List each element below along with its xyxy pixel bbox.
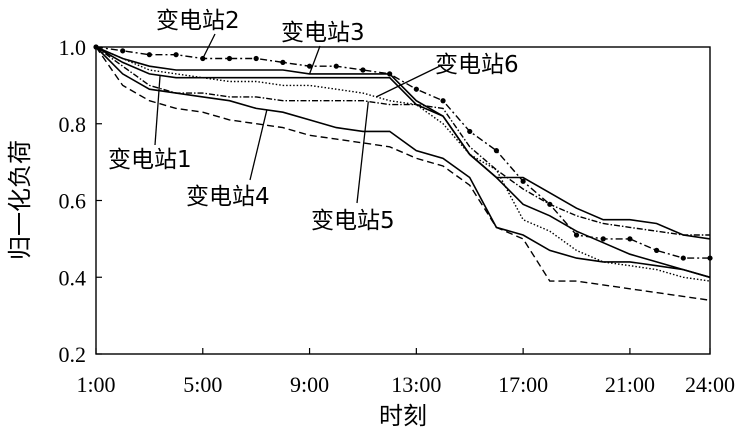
annotation-label: 变电站4	[186, 184, 270, 210]
series-2-marker	[413, 86, 419, 92]
series-layer	[95, 46, 711, 301]
series-2-marker	[440, 98, 446, 104]
series-2-marker	[306, 63, 313, 69]
series-line-7	[95, 46, 711, 301]
annotation-leader	[376, 65, 441, 98]
series-line-4	[95, 46, 711, 279]
marker-layer	[93, 44, 713, 261]
series-2-marker	[493, 148, 500, 154]
annotation-leader	[202, 33, 216, 59]
y-axis-label: 归一化负荷	[6, 140, 34, 260]
annotation-leader	[308, 45, 321, 75]
series-2-marker	[627, 236, 633, 242]
x-axis-ticks: 1:00 5:00 9:00 13:00 17:00 21:00 24:00	[76, 348, 735, 397]
x-tick-label: 13:00	[391, 372, 441, 397]
series-line-5	[95, 46, 710, 236]
y-axis-ticks: 0.2 0.4 0.6 0.8 1.0	[59, 35, 102, 367]
series-2-marker	[654, 247, 660, 253]
series-2-marker	[467, 128, 473, 135]
series-line-1	[95, 46, 711, 279]
y-tick-label: 0.8	[59, 112, 87, 137]
series-2-marker	[680, 255, 686, 261]
x-tick-label: 9:00	[290, 372, 329, 397]
series-2-marker	[280, 59, 286, 65]
series-line-6	[95, 46, 711, 282]
annotation-label: 变电站5	[311, 208, 395, 234]
y-tick-label: 1.0	[59, 35, 87, 60]
series-2-marker	[200, 55, 206, 62]
x-tick-label: 24:00	[685, 372, 735, 397]
x-tick-label: 21:00	[605, 372, 655, 397]
annotation-label: 变电站3	[281, 20, 365, 46]
annotation-leader	[154, 75, 161, 146]
y-tick-label: 0.2	[59, 342, 87, 367]
series-line-3	[95, 46, 711, 240]
y-tick-label: 0.4	[59, 265, 87, 290]
x-tick-label: 5:00	[183, 372, 222, 397]
series-2-marker	[226, 55, 233, 62]
y-tick-label: 0.6	[59, 189, 87, 214]
annotation-leader	[356, 101, 369, 204]
series-2-marker	[360, 67, 366, 73]
annotation-layer: 变电站1 变电站2 变电站3 变电站4 变电站5 变电站6	[108, 8, 519, 234]
series-2-marker	[600, 236, 606, 242]
x-tick-label: 17:00	[498, 372, 548, 397]
x-tick-label: 1:00	[76, 372, 115, 397]
annotation-leader	[249, 109, 268, 181]
plot-frame	[95, 46, 711, 355]
series-2-marker	[333, 63, 339, 69]
series-line-2	[95, 46, 710, 259]
series-2-marker	[146, 52, 152, 58]
annotation-label: 变电站2	[156, 8, 240, 34]
series-2-marker	[520, 178, 526, 184]
annotation-label: 变电站1	[108, 147, 192, 173]
series-2-marker	[547, 201, 553, 207]
x-axis-label: 时刻	[379, 402, 427, 430]
annotation-label: 变电站6	[435, 52, 519, 78]
series-2-marker	[120, 48, 126, 54]
series-2-marker	[173, 52, 179, 58]
series-2-marker	[387, 71, 393, 77]
series-2-marker	[573, 232, 580, 238]
series-2-marker	[253, 55, 259, 62]
